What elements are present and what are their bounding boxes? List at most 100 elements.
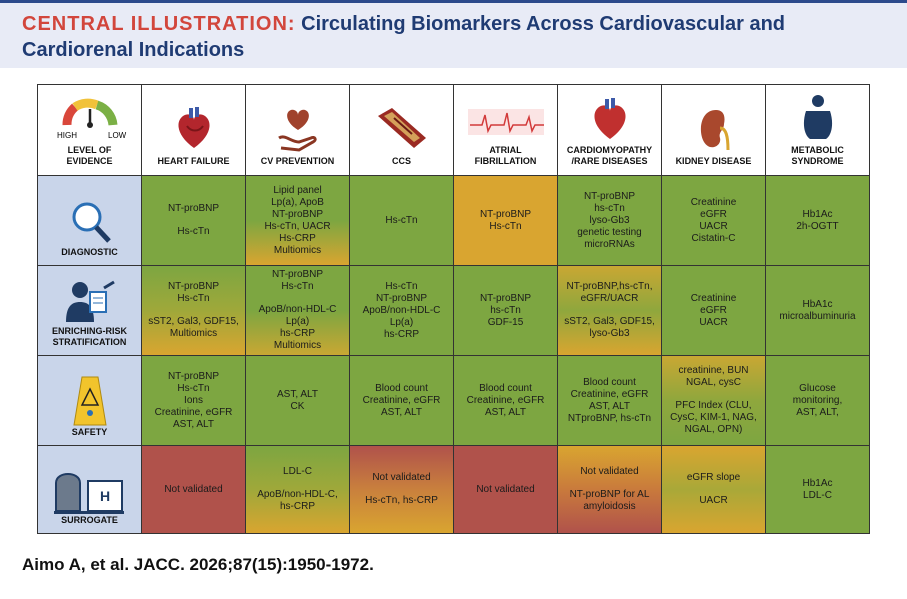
corner-label: LEVEL OF EVIDENCE (66, 145, 113, 166)
svg-text:H: H (99, 488, 109, 504)
biomarker-cell: NT-proBNP Hs-cTn Ions Creatinine, eGFR AST, … (142, 356, 245, 445)
biomarker-group: ApoB/non-HDL-C Lp(a) hs-CRP Multiomics (259, 304, 337, 352)
biomarker-text: Hs-cTn (177, 226, 210, 237)
biomarker-text: Blood count (375, 382, 428, 394)
biomarker-text: GDF-15 (487, 316, 524, 328)
biomarker-cell: Hs-cTn NT-proBNP ApoB/non-HDL-C Lp(a) hs-CRP (350, 266, 453, 355)
biomarker-group: AST, ALT CK (277, 389, 318, 413)
biomarker-text: Lp(a), ApoB (271, 196, 324, 208)
biomarker-cell: Not validated (454, 446, 557, 533)
biomarker-text: Hs-cTn, hs-CRP (365, 495, 438, 506)
biomarker-group: NT-proBNP,hs-cTn, eGFR/UACR (567, 281, 653, 305)
biomarker-text: hs-cTn (594, 202, 625, 214)
biomarker-group: ApoB/non-HDL-C, hs-CRP (257, 489, 338, 513)
biomarker-text: UACR (699, 495, 728, 506)
row-label: ENRICHING-RISK STRATIFICATION (51, 326, 127, 347)
column-label: CARDIOMYOPATHY /RARE DISEASES (566, 145, 653, 166)
biomarker-text: lyso-Gb3 (589, 214, 630, 226)
biomarker-text: AST, ALT (381, 406, 422, 418)
biomarker-cell: NT-proBNP Hs-cTn (142, 176, 245, 265)
row-header: ENRICHING-RISK STRATIFICATION (38, 266, 141, 355)
biomarker-text: NT-proBNP,hs-cTn, (566, 281, 653, 292)
biomarker-group: NT-proBNP Hs-cTn (168, 281, 219, 305)
column-header: CCS (350, 85, 453, 175)
biomarker-text: AST, ALT, (796, 406, 839, 418)
column-header: METABOLIC SYNDROME (766, 85, 869, 175)
evidence-table: HIGH LOW LEVEL OF EVIDENCE HEART FAILURE… (37, 84, 870, 534)
biomarker-group: NT-proBNP Hs-cTn (272, 269, 323, 293)
row-header: H SURROGATE (38, 446, 141, 533)
column-label: KIDNEY DISEASE (675, 156, 752, 166)
biomarker-cell: NT-proBNP Hs-cTn (454, 176, 557, 265)
biomarker-text: NT-proBNP (271, 269, 324, 280)
gauge-low: LOW (108, 131, 127, 140)
biomarker-cell: Blood count Creatinine, eGFR AST, ALT (454, 356, 557, 445)
biomarker-text: hs-cTn (490, 304, 521, 316)
biomarker-text: creatinine, BUN (678, 365, 749, 376)
biomarker-group: NT-proBNP Hs-cTn Ions Creatinine, eGFR AST, … (155, 371, 233, 431)
biomarker-text: sST2, Gal3, GDF15, (564, 316, 655, 327)
biomarker-group: Not validated (372, 472, 430, 484)
column-label: HEART FAILURE (157, 156, 230, 166)
biomarker-group: Creatinine eGFR UACR Cistatin-C (691, 197, 737, 245)
biomarker-group: Hb1Ac LDL-C (802, 478, 832, 502)
biomarker-text: LDL-C (803, 489, 832, 501)
biomarker-text: Multiomics (273, 244, 322, 256)
column-label: CV PREVENTION (260, 156, 335, 166)
biomarker-text: NT-proBNP (271, 208, 324, 220)
biomarker-text: Creatinine, eGFR (362, 394, 441, 406)
heart-icon (593, 98, 626, 139)
biomarker-cell: eGFR slope UACR (662, 446, 765, 533)
biomarker-group: Glucose monitoring, AST, ALT, (793, 383, 842, 419)
column-label: CCS (391, 156, 411, 166)
citation: Aimo A, et al. JACC. 2026;87(15):1950-19… (22, 555, 374, 574)
biomarker-text: NT-proBNP (167, 281, 220, 292)
biomarker-group: Creatinine eGFR UACR (691, 293, 737, 329)
biomarker-cell: Not validated Hs-cTn, hs-CRP (350, 446, 453, 533)
row-header: SAFETY (38, 356, 141, 445)
biomarker-group: NT-proBNP hs-cTn GDF-15 (480, 293, 531, 329)
biomarker-text: NGAL, cysC (685, 377, 741, 388)
biomarker-group: HbA1c microalbuminuria (779, 299, 855, 323)
row-header: DIAGNOSTIC (38, 176, 141, 265)
biomarker-text: ApoB/non-HDL-C (362, 304, 441, 316)
biomarker-text: Hb1Ac (802, 208, 833, 220)
biomarker-group: UACR (699, 495, 727, 507)
biomarker-group: Not validated (164, 484, 222, 496)
heart-icon (177, 107, 210, 148)
biomarker-text: Hs-cTn (489, 220, 522, 232)
biomarker-cell: HbA1c microalbuminuria (766, 266, 869, 355)
biomarker-group: NT-proBNP Hs-cTn (480, 209, 531, 233)
biomarker-cell: Creatinine eGFR UACR (662, 266, 765, 355)
biomarker-group: NT-proBNP (168, 203, 219, 215)
biomarker-text: Lp(a) (285, 316, 310, 327)
biomarker-cell: NT-proBNP hs-cTn lyso-Gb3 genetic testing mi… (558, 176, 661, 265)
biomarker-text: Hs-cTn (385, 214, 418, 226)
biomarker-text: NGAL, OPN) (684, 424, 743, 435)
biomarker-text: PFC Index (CLU, (675, 400, 752, 411)
biomarker-text: lyso-Gb3 (589, 328, 630, 339)
column-header: KIDNEY DISEASE (662, 85, 765, 175)
biomarker-text: Not validated (476, 483, 535, 495)
row-label: SURROGATE (61, 515, 118, 525)
biomarker-text: UACR (699, 316, 728, 328)
biomarker-text: Cistatin-C (691, 232, 736, 244)
biomarker-text: Blood count (479, 382, 532, 394)
biomarker-cell: NT-proBNP Hs-cTn ApoB/non-HDL-C Lp(a) hs-CRP… (246, 266, 349, 355)
biomarker-text: Creatinine, eGFR (466, 394, 545, 406)
row-label: SAFETY (71, 427, 108, 437)
biomarker-text: NT-proBNP (479, 208, 532, 220)
biomarker-text: monitoring, (792, 394, 843, 406)
biomarker-text: 2h-OGTT (796, 220, 839, 232)
biomarker-text: UACR (699, 220, 728, 232)
biomarker-text: Not validated (372, 472, 431, 483)
biomarker-text: Not validated (580, 466, 639, 477)
biomarker-text: hs-CRP (279, 328, 315, 339)
biomarker-text: ApoB/non-HDL-C, (257, 489, 338, 500)
column-header: HEART FAILURE (142, 85, 245, 175)
person-icon (803, 95, 832, 139)
biomarker-text: Lipid panel (273, 184, 322, 196)
biomarker-text: NT-proBNP (375, 292, 428, 304)
biomarker-cell: Creatinine eGFR UACR Cistatin-C (662, 176, 765, 265)
biomarker-cell: NT-proBNP Hs-cTn sST2, Gal3, GDF15, Multiom… (142, 266, 245, 355)
